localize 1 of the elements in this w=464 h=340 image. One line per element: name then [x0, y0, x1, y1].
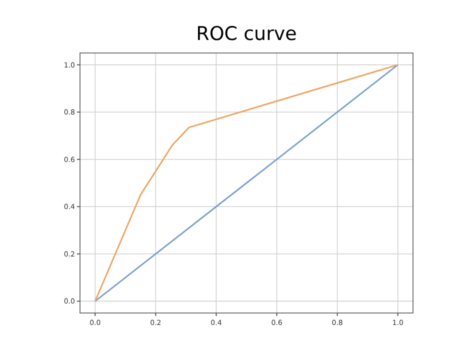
chart-title: ROC curve	[196, 23, 297, 45]
